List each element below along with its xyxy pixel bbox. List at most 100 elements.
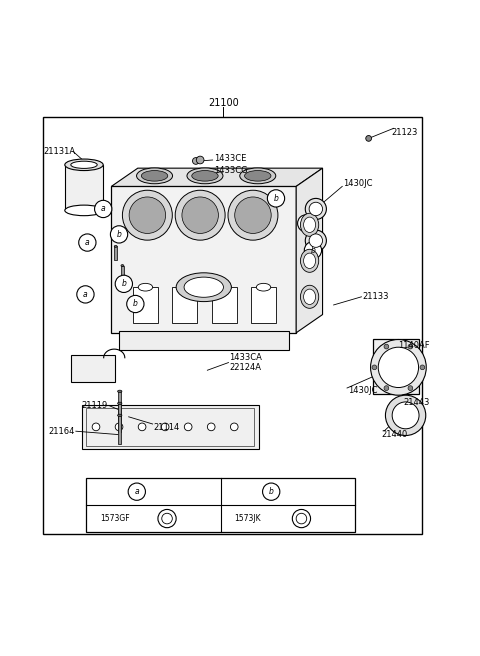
- Circle shape: [305, 198, 326, 220]
- Text: 1433CE: 1433CE: [214, 154, 246, 163]
- Circle shape: [298, 215, 315, 232]
- Circle shape: [371, 340, 426, 395]
- Bar: [114, 247, 117, 260]
- Circle shape: [182, 197, 218, 234]
- Circle shape: [79, 234, 96, 251]
- Polygon shape: [296, 168, 323, 333]
- Circle shape: [138, 423, 146, 431]
- Ellipse shape: [187, 168, 223, 184]
- Text: b: b: [311, 246, 315, 255]
- Circle shape: [175, 190, 225, 240]
- Ellipse shape: [304, 289, 316, 304]
- Text: 1433CG: 1433CG: [214, 166, 247, 175]
- Ellipse shape: [118, 390, 122, 392]
- Circle shape: [420, 365, 425, 370]
- Circle shape: [77, 286, 94, 303]
- Bar: [119, 331, 289, 350]
- Ellipse shape: [178, 283, 192, 291]
- Bar: [118, 403, 121, 432]
- Bar: [111, 186, 296, 333]
- Text: a: a: [134, 487, 139, 496]
- Circle shape: [162, 513, 172, 524]
- Bar: [373, 339, 419, 394]
- Ellipse shape: [71, 161, 97, 169]
- Text: a: a: [101, 205, 106, 213]
- Text: b: b: [269, 487, 274, 496]
- Bar: [118, 415, 121, 444]
- Ellipse shape: [300, 213, 319, 236]
- Bar: [118, 392, 121, 420]
- Text: 21100: 21100: [208, 98, 239, 108]
- Ellipse shape: [217, 283, 231, 291]
- Circle shape: [207, 423, 215, 431]
- Circle shape: [385, 395, 426, 436]
- Circle shape: [122, 190, 172, 240]
- Circle shape: [128, 483, 145, 501]
- Text: 21131A: 21131A: [43, 147, 75, 156]
- Text: 21114: 21114: [154, 423, 180, 432]
- Circle shape: [372, 365, 377, 370]
- Circle shape: [115, 423, 123, 431]
- Text: 1140AF: 1140AF: [398, 341, 430, 350]
- Text: a: a: [83, 290, 88, 299]
- Text: 21443: 21443: [403, 398, 430, 407]
- Bar: [251, 287, 276, 323]
- Ellipse shape: [240, 168, 276, 184]
- Circle shape: [95, 200, 112, 218]
- Circle shape: [263, 483, 280, 501]
- Circle shape: [309, 234, 323, 247]
- Circle shape: [304, 241, 322, 259]
- Circle shape: [384, 344, 389, 349]
- Text: 1430JC: 1430JC: [343, 180, 372, 188]
- Bar: [86, 478, 355, 532]
- Ellipse shape: [118, 402, 122, 405]
- Text: 21119: 21119: [82, 401, 108, 410]
- Text: a: a: [85, 238, 90, 247]
- Text: 21133: 21133: [362, 293, 389, 301]
- Ellipse shape: [244, 171, 271, 181]
- Text: b: b: [274, 194, 278, 203]
- Ellipse shape: [121, 264, 124, 266]
- Bar: [121, 266, 124, 279]
- Ellipse shape: [256, 283, 271, 291]
- Circle shape: [110, 226, 128, 243]
- Text: 21123: 21123: [391, 128, 418, 136]
- Ellipse shape: [184, 277, 224, 297]
- Ellipse shape: [114, 245, 117, 247]
- Circle shape: [92, 423, 100, 431]
- Circle shape: [184, 423, 192, 431]
- Circle shape: [228, 190, 278, 240]
- Ellipse shape: [304, 217, 316, 232]
- Text: b: b: [133, 300, 138, 308]
- Circle shape: [196, 156, 204, 164]
- Circle shape: [267, 190, 285, 207]
- Ellipse shape: [65, 205, 103, 216]
- Bar: [43, 117, 422, 535]
- Circle shape: [296, 513, 307, 524]
- Bar: [86, 407, 254, 446]
- Ellipse shape: [176, 273, 231, 302]
- Ellipse shape: [65, 159, 103, 171]
- Text: 1433CA: 1433CA: [229, 354, 262, 362]
- Text: 21440: 21440: [382, 430, 408, 439]
- Circle shape: [192, 157, 199, 164]
- Circle shape: [129, 197, 166, 234]
- Circle shape: [161, 423, 169, 431]
- Circle shape: [384, 386, 389, 390]
- Ellipse shape: [138, 283, 153, 291]
- Ellipse shape: [118, 414, 122, 417]
- Circle shape: [235, 197, 271, 234]
- Ellipse shape: [192, 171, 218, 181]
- Bar: [133, 287, 158, 323]
- Text: 1573GF: 1573GF: [100, 514, 130, 523]
- Text: b: b: [304, 219, 309, 228]
- Bar: [172, 287, 197, 323]
- Circle shape: [408, 386, 413, 390]
- Bar: [65, 165, 103, 211]
- Ellipse shape: [137, 168, 173, 184]
- Circle shape: [309, 202, 323, 216]
- Circle shape: [127, 295, 144, 313]
- Circle shape: [392, 402, 419, 429]
- Bar: [212, 287, 237, 323]
- Circle shape: [230, 423, 238, 431]
